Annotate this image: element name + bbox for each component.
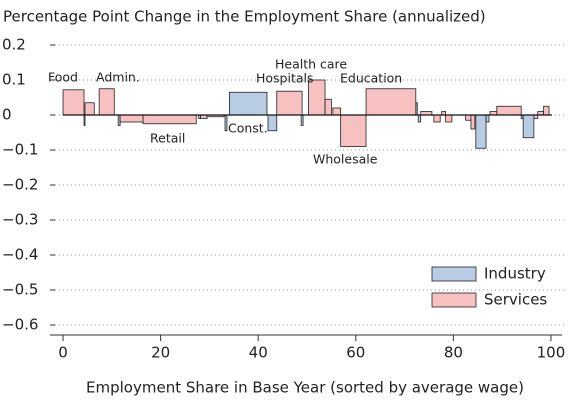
annotation: Wholesale [313,152,378,167]
bar [496,105,522,116]
annotation: Health care [275,57,347,72]
annotation: Admin. [96,70,140,85]
x-tick-label: 60 [346,344,365,362]
bar [433,114,441,123]
annotation: Education [340,71,402,86]
x-tick-label: 80 [444,344,463,362]
bar [485,114,490,123]
bar [445,114,453,123]
y-tick-label: −0.2 [2,176,38,194]
bar [470,114,476,130]
bar [340,114,367,147]
annotation: Retail [150,131,185,146]
legend-label: Services [484,291,547,309]
y-tick-label: −0.4 [2,246,38,264]
bar [142,114,197,125]
y-tick-label: 0 [2,106,12,124]
bar [276,90,303,116]
bar [98,88,115,116]
bar [84,102,95,116]
x-axis-label: Employment Share in Base Year (sorted by… [86,379,524,397]
legend-label: Industry [484,265,546,283]
y-tick-label: −0.5 [2,281,38,299]
bar [119,114,144,123]
legend-swatch [431,266,477,282]
bar [224,114,228,132]
x-tick-label: 40 [249,344,268,362]
bar [475,114,487,149]
bar [300,114,304,126]
bar [543,105,550,116]
bar [83,114,86,126]
annotation: Food [48,70,78,85]
bar [62,89,85,116]
annotation: Hospitals [256,71,314,86]
bar [417,114,422,123]
chart-title: Percentage Point Change in the Employmen… [3,8,486,26]
legend-swatch [431,292,477,308]
y-tick-label: 0.1 [2,71,26,89]
bar [267,114,278,132]
bar [365,88,417,116]
bar [324,98,332,116]
x-tick-label: 20 [151,344,170,362]
bar [465,114,472,121]
y-tick-label: −0.1 [2,141,38,159]
bar [229,91,268,116]
bar [332,107,342,116]
y-tick-label: 0.2 [2,36,26,54]
bar [522,114,535,139]
x-tick-label: 100 [537,344,566,362]
y-tick-label: −0.3 [2,211,38,229]
y-tick-label: −0.6 [2,316,38,334]
annotation: Const. [228,121,268,136]
x-tick-label: 0 [58,344,68,362]
